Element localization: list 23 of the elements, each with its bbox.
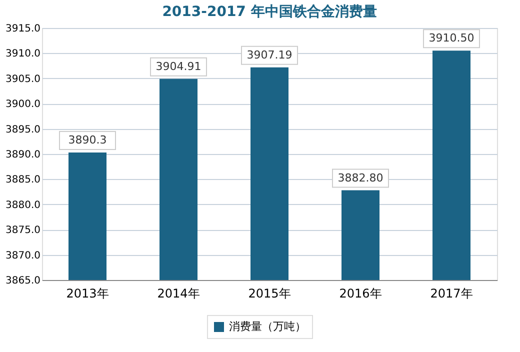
y-tick-label: 3865.0 [6,276,40,286]
data-label: 3907.19 [246,48,292,62]
data-label: 3882.80 [338,171,384,184]
x-tick-label: 2014年 [157,286,200,300]
x-tick-label: 2013年 [66,286,109,300]
chart-title: 2013-2017 年中国铁合金消费量 [162,4,377,20]
y-tick-label: 3910.0 [6,48,40,60]
data-label: 3904.91 [156,60,202,73]
x-tick-label: 2016年 [339,286,382,300]
x-tick-label: 2015年 [248,286,291,300]
data-label: 3910.50 [428,32,474,45]
legend-label: 消费量（万吨） [229,320,306,333]
y-tick-label: 3875.0 [6,225,40,236]
y-tick-label: 3890.0 [6,150,40,160]
y-tick-label: 3900.0 [6,99,40,110]
x-tick-label: 2017年 [430,286,473,300]
y-tick-label: 3905.0 [6,74,40,85]
y-tick-label: 3880.0 [6,200,40,211]
data-label: 3890.3 [68,133,107,146]
y-tick-label: 3870.0 [6,250,40,262]
y-tick-label: 3915.0 [6,24,40,34]
y-tick-label: 3885.0 [6,174,40,186]
y-tick-label: 3895.0 [6,124,40,136]
